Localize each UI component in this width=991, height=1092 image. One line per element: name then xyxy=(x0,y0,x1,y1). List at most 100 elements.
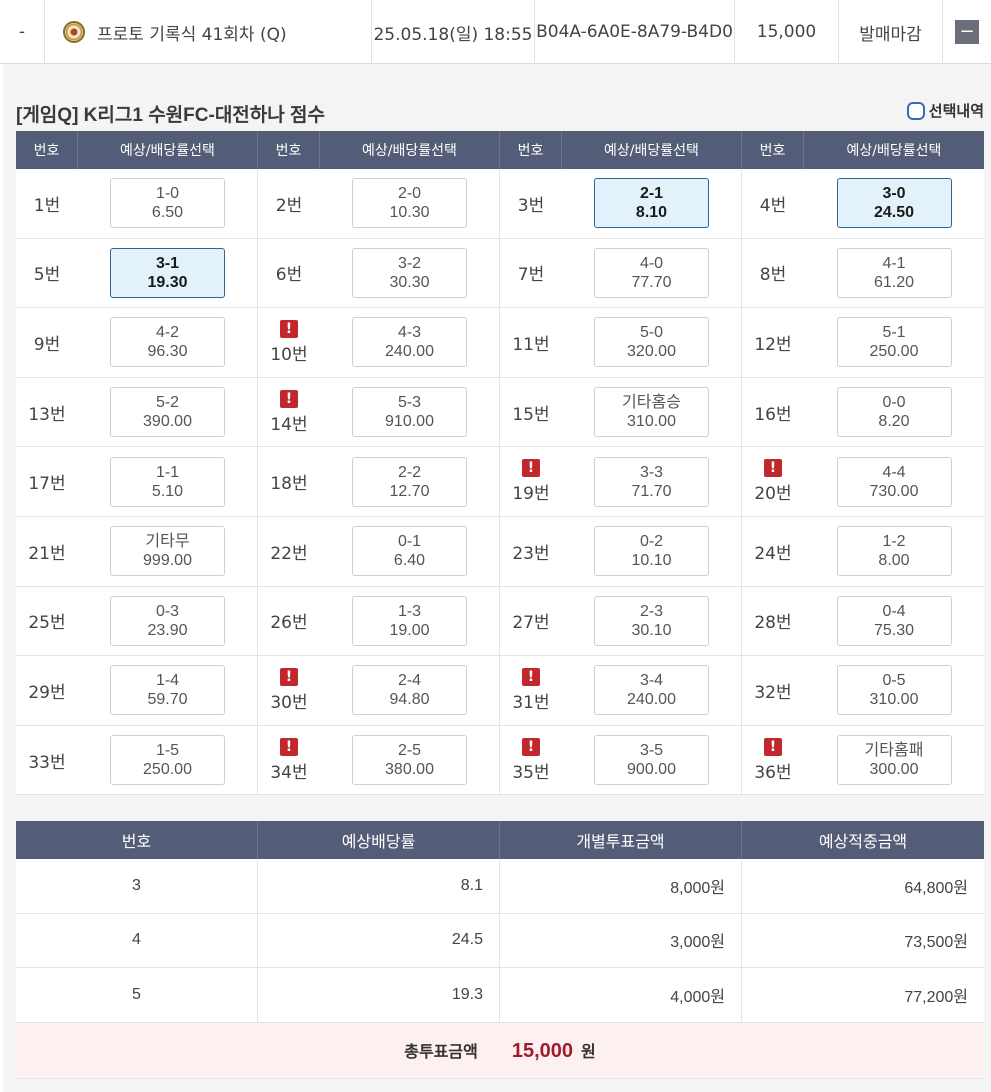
grid-cell: 24번 1-2 8.00 xyxy=(742,517,984,586)
option-number-label: 14번 xyxy=(270,414,308,435)
grid-header-num: 번호 xyxy=(500,131,562,169)
option-odds: 77.70 xyxy=(631,273,672,291)
option-odds: 30.10 xyxy=(631,621,672,639)
grid-row: 25번 0-3 23.90 26번 1-3 19.00 27번 2-3 30.10 28번 0-4 7… xyxy=(16,586,984,657)
odds-option-button[interactable]: 2-3 30.10 xyxy=(594,595,709,646)
option-odds: 8.10 xyxy=(635,204,668,222)
option-number: ! 19번 xyxy=(500,447,562,516)
option-number-label: 20번 xyxy=(754,484,792,505)
option-odds: 250.00 xyxy=(869,343,919,361)
option-score: 3-1 xyxy=(155,254,180,272)
odds-option-button[interactable]: 1-5 250.00 xyxy=(110,735,225,786)
odds-option-button[interactable]: 4-4 730.00 xyxy=(836,456,952,507)
odds-option-button[interactable]: 4-1 61.20 xyxy=(836,247,952,298)
odds-option-button[interactable]: 1-4 59.70 xyxy=(110,665,225,716)
odds-option-button[interactable]: 4-0 77.70 xyxy=(594,247,709,298)
odds-option-button[interactable]: 3-5 900.00 xyxy=(594,735,709,786)
odds-option-button[interactable]: 4-3 240.00 xyxy=(352,317,467,368)
option-number-label: 12번 xyxy=(754,334,792,355)
odds-option-button[interactable]: 1-0 6.50 xyxy=(110,178,225,229)
odds-option-button[interactable]: 5-2 390.00 xyxy=(110,387,225,438)
option-number-label: 36번 xyxy=(754,762,792,783)
selection-history-toggle[interactable]: 선택내역 xyxy=(906,100,984,121)
grid-cell: ! 30번 2-4 94.80 xyxy=(258,656,500,725)
option-odds: 320.00 xyxy=(627,343,676,361)
bet-stake: 8,000원 xyxy=(500,859,742,913)
warning-icon: ! xyxy=(280,319,298,338)
option-score: 5-2 xyxy=(155,394,180,412)
option-select-cell: 1-3 19.00 xyxy=(320,587,499,656)
odds-option-button[interactable]: 0-1 6.40 xyxy=(352,526,467,577)
bet-odds: 24.5 xyxy=(258,913,500,967)
odds-option-button[interactable]: 2-1 8.10 xyxy=(594,178,709,229)
option-number: ! 14번 xyxy=(258,378,320,447)
odds-option-button[interactable]: 5-0 320.00 xyxy=(594,317,709,368)
option-score: 1-4 xyxy=(155,672,180,690)
option-odds: 900.00 xyxy=(627,761,676,779)
option-odds: 19.30 xyxy=(147,273,188,291)
odds-option-button[interactable]: 3-1 19.30 xyxy=(110,247,225,298)
odds-option-button[interactable]: 1-3 19.00 xyxy=(352,595,467,646)
odds-option-button[interactable]: 2-0 10.30 xyxy=(352,178,467,229)
odds-option-button[interactable]: 기타홈승 310.00 xyxy=(594,387,709,438)
option-number: 29번 xyxy=(16,656,78,725)
option-number: ! 34번 xyxy=(258,726,320,795)
summary-dash: - xyxy=(0,0,45,64)
collapse-button[interactable]: − xyxy=(955,20,979,44)
odds-option-button[interactable]: 3-2 30.30 xyxy=(352,247,467,298)
option-number: 24번 xyxy=(742,517,804,586)
odds-option-button[interactable]: 1-1 5.10 xyxy=(110,456,225,507)
grid-header-group: 번호 예상/배당률선택 xyxy=(500,131,742,169)
option-number-label: 23번 xyxy=(512,543,550,564)
option-score: 0-3 xyxy=(155,602,180,620)
option-number-label: 3번 xyxy=(517,195,545,216)
odds-option-button[interactable]: 0-5 310.00 xyxy=(836,665,952,716)
option-score: 0-4 xyxy=(882,602,906,620)
odds-option-button[interactable]: 4-2 96.30 xyxy=(110,317,225,368)
option-odds: 23.90 xyxy=(147,621,188,639)
option-number-label: 17번 xyxy=(28,474,66,495)
grid-header-group: 번호 예상/배당률선택 xyxy=(742,131,984,169)
odds-option-button[interactable]: 3-4 240.00 xyxy=(594,665,709,716)
odds-option-button[interactable]: 2-2 12.70 xyxy=(352,456,467,507)
grid-cell: 3번 2-1 8.10 xyxy=(500,169,742,238)
odds-option-button[interactable]: 2-4 94.80 xyxy=(352,665,467,716)
grid-cell: 8번 4-1 61.20 xyxy=(742,239,984,308)
grid-cell: 13번 5-2 390.00 xyxy=(16,377,258,447)
odds-option-button[interactable]: 3-0 24.50 xyxy=(836,178,952,229)
option-score: 2-0 xyxy=(397,185,422,203)
option-score: 4-2 xyxy=(155,324,180,342)
odds-option-button[interactable]: 5-1 250.00 xyxy=(836,317,952,368)
option-select-cell: 0-4 75.30 xyxy=(804,587,984,656)
option-number: 16번 xyxy=(742,378,804,447)
grid-cell: ! 19번 3-3 71.70 xyxy=(500,447,742,516)
grid-row: 1번 1-0 6.50 2번 2-0 10.30 3번 2-1 8.10 4번 3-0 24.50 xyxy=(16,169,984,239)
option-score: 4-3 xyxy=(397,324,422,342)
summary-datetime: 25.05.18(일) 18:55 xyxy=(372,0,535,64)
bet-row: 4 24.5 3,000원 73,500원 xyxy=(16,913,984,968)
bet-detail-panel: [게임Q] K리그1 수원FC-대전하나 점수 선택내역 번호 예상/배당률선택… xyxy=(3,64,991,1092)
grid-cell: 4번 3-0 24.50 xyxy=(742,169,984,238)
option-select-cell: 3-5 900.00 xyxy=(562,726,741,795)
option-odds: 5.10 xyxy=(151,482,184,500)
odds-option-button[interactable]: 3-3 71.70 xyxy=(594,456,709,507)
odds-option-button[interactable]: 0-3 23.90 xyxy=(110,595,225,646)
odds-option-button[interactable]: 2-5 380.00 xyxy=(352,735,467,786)
odds-option-button[interactable]: 1-2 8.00 xyxy=(836,526,952,577)
option-score: 2-4 xyxy=(397,672,422,690)
odds-option-button[interactable]: 0-0 8.20 xyxy=(836,387,952,438)
odds-option-button[interactable]: 0-4 75.30 xyxy=(836,595,952,646)
detail-title: [게임Q] K리그1 수원FC-대전하나 점수 xyxy=(16,105,325,126)
option-odds: 59.70 xyxy=(147,691,188,709)
odds-option-button[interactable]: 5-3 910.00 xyxy=(352,387,467,438)
option-number: 33번 xyxy=(16,726,78,795)
grid-body: 1번 1-0 6.50 2번 2-0 10.30 3번 2-1 8.10 4번 3-0 24.50 5번… xyxy=(16,169,984,796)
option-select-cell: 5-2 390.00 xyxy=(78,378,257,447)
checkbox-icon[interactable] xyxy=(906,101,925,120)
odds-option-button[interactable]: 기타무 999.00 xyxy=(110,526,225,577)
odds-option-button[interactable]: 0-2 10.10 xyxy=(594,526,709,577)
option-number-label: 21번 xyxy=(28,543,66,564)
odds-option-button[interactable]: 기타홈패 300.00 xyxy=(836,735,952,786)
option-select-cell: 0-3 23.90 xyxy=(78,587,257,656)
grid-cell: ! 14번 5-3 910.00 xyxy=(258,377,500,447)
